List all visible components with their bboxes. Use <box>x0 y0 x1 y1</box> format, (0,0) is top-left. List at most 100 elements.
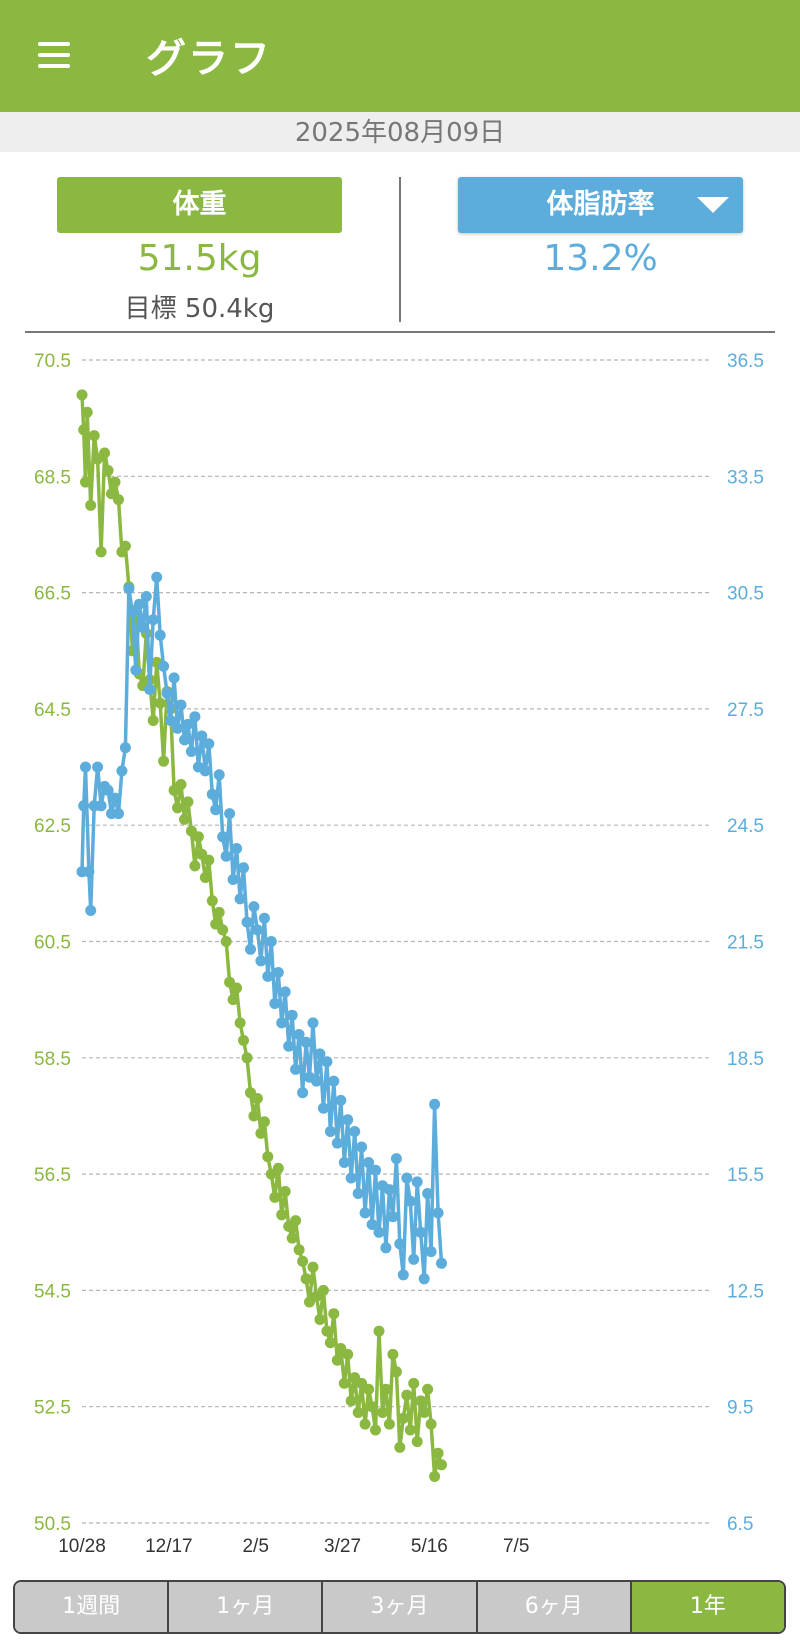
body-fat-point <box>123 583 135 595</box>
body-fat-point <box>133 598 145 610</box>
weight-point <box>189 860 201 872</box>
tab-1-month[interactable]: 1ヶ月 <box>169 1582 324 1632</box>
body-fat-point <box>116 765 128 777</box>
x-tick-label: 12/17 <box>145 1536 193 1557</box>
weight-point <box>307 1261 319 1273</box>
body-fat-point <box>422 1188 434 1199</box>
body-fat-point <box>356 1141 368 1153</box>
body-fat-point <box>245 943 256 955</box>
weight-point <box>436 1459 447 1471</box>
body-fat-point <box>387 1211 399 1223</box>
weight-point <box>394 1441 406 1453</box>
y-right-tick-label: 6.5 <box>727 1514 753 1535</box>
y-left-tick-label: 58.5 <box>34 1049 71 1070</box>
body-fat-point <box>231 843 243 854</box>
body-fat-point <box>425 1246 437 1258</box>
weight-point <box>418 1407 430 1418</box>
body-fat-point <box>342 1114 354 1126</box>
body-fat-point <box>80 761 91 773</box>
y-axis-left: 70.5 68.5 66.5 64.5 62.5 60.5 58.5 56.5 54.5 52.5… <box>34 351 71 1535</box>
weight-value: 51.5kg <box>137 238 262 279</box>
body-fat-point <box>383 1184 395 1196</box>
weight-point <box>425 1418 437 1430</box>
body-fat-dropdown[interactable]: 体脂肪率 <box>458 177 743 233</box>
body-fat-point <box>293 1029 305 1040</box>
weight-point <box>401 1389 413 1401</box>
weight-point <box>279 1186 291 1197</box>
body-fat-point <box>373 1226 385 1238</box>
body-fat-point <box>300 1036 312 1048</box>
header-divider <box>25 331 775 333</box>
body-fat-point <box>370 1164 381 1176</box>
body-fat-point <box>338 1157 350 1168</box>
weight-point <box>95 546 107 558</box>
body-fat-point <box>234 893 246 905</box>
body-fat-point <box>224 808 236 820</box>
tab-1-year[interactable]: 1年 <box>631 1582 784 1632</box>
weight-point <box>213 906 225 918</box>
weight-point <box>432 1447 444 1459</box>
body-fat-point <box>359 1207 371 1219</box>
body-fat-point <box>279 986 291 998</box>
weight-button[interactable]: 体重 <box>57 177 342 233</box>
body-fat-point <box>119 742 131 754</box>
body-fat-point <box>213 769 225 781</box>
caret-down-icon <box>697 197 729 213</box>
page-title: グラフ <box>146 36 272 82</box>
body-fat-point <box>203 738 215 750</box>
body-fat-point <box>363 1157 375 1168</box>
tab-6-months[interactable]: 6ヶ月 <box>477 1582 632 1632</box>
body-fat-point <box>85 905 97 916</box>
weight-point <box>363 1383 375 1395</box>
body-fat-line <box>80 575 444 1281</box>
period-tabs: 1週間 1ヶ月 3ヶ月 6ヶ月 1年 <box>13 1580 786 1634</box>
body-fat-point <box>286 1009 298 1021</box>
weight-point <box>272 1162 284 1174</box>
body-fat-point <box>311 1075 322 1087</box>
body-fat-point <box>380 1242 392 1254</box>
body-fat-point <box>83 866 95 878</box>
y-left-tick-label: 66.5 <box>34 584 71 605</box>
weight-point <box>234 1017 246 1029</box>
body-fat-point <box>349 1126 361 1137</box>
body-fat-point <box>154 629 166 641</box>
y-left-tick-label: 54.5 <box>34 1281 71 1302</box>
tab-3-months[interactable]: 3ヶ月 <box>323 1582 478 1632</box>
weight-point <box>113 494 124 506</box>
body-fat-point <box>238 862 249 874</box>
body-fat-point <box>404 1195 416 1207</box>
body-fat-point <box>411 1176 423 1188</box>
menu-icon[interactable] <box>34 38 74 70</box>
weight-point <box>172 802 183 814</box>
weight-point <box>338 1377 350 1389</box>
body-fat-point <box>206 788 218 800</box>
weight-point <box>220 936 232 947</box>
weight-point <box>317 1284 329 1296</box>
y-right-tick-label: 27.5 <box>727 700 764 721</box>
body-fat-point <box>394 1238 406 1250</box>
y-left-tick-label: 56.5 <box>34 1165 71 1186</box>
body-fat-point <box>210 804 222 816</box>
body-fat-point <box>262 970 274 982</box>
y-left-tick-label: 64.5 <box>34 700 71 721</box>
body-fat-point <box>269 998 281 1009</box>
tab-1-week[interactable]: 1週間 <box>15 1582 170 1632</box>
body-fat-point <box>328 1075 340 1087</box>
body-fat-point <box>113 808 124 820</box>
body-fat-point <box>189 711 201 723</box>
weight-point <box>76 389 88 401</box>
weight-point <box>217 924 229 936</box>
weight-point <box>352 1407 364 1418</box>
weight-point <box>373 1325 385 1337</box>
weight-point <box>102 465 114 476</box>
body-fat-point <box>151 571 163 583</box>
weight-point <box>80 476 91 488</box>
x-tick-label: 10/28 <box>58 1536 106 1557</box>
weight-goal: 目標 50.4kg <box>124 294 275 324</box>
weight-point <box>300 1273 312 1285</box>
body-fat-point <box>179 734 190 746</box>
weight-point <box>321 1325 333 1337</box>
y-right-tick-label: 24.5 <box>727 816 764 837</box>
weight-point <box>109 476 121 488</box>
y-left-tick-label: 70.5 <box>34 351 71 372</box>
